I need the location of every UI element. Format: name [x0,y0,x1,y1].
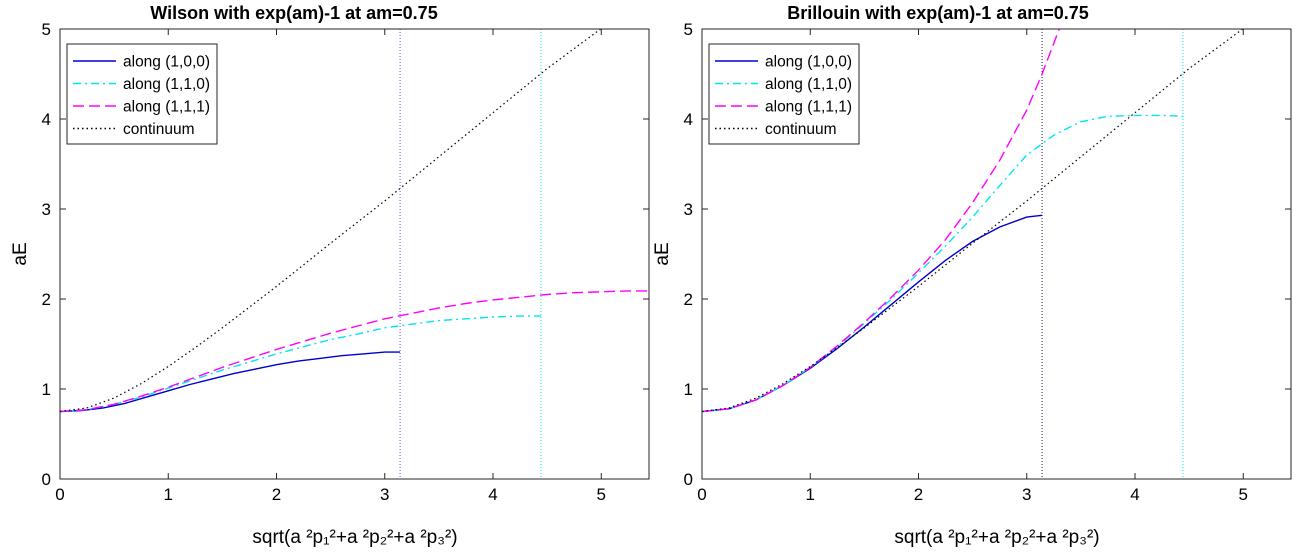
brillouin-xtick-label: 1 [806,485,815,504]
brillouin-series-along-1-1-1 [702,29,1060,413]
brillouin-legend-label: continuum [765,121,837,138]
brillouin-ylabel: aE [652,242,673,265]
brillouin-panel: Brillouin with exp(am)-1 at am=0.75 0 1 2 3… [652,3,1292,548]
brillouin-xtick-label: 3 [1022,485,1031,504]
wilson-xtick-label: 1 [164,485,173,504]
wilson-axes-box [59,28,650,480]
wilson-ytick-label: 1 [42,380,51,399]
brillouin-xtick-label: 4 [1130,485,1139,504]
brillouin-ytick-label: 0 [684,470,693,489]
wilson-ylabel: aE [10,242,31,265]
brillouin-xlabel: sqrt(a ²p₁²+a ²p₂²+a ²p₃²) [894,527,1099,548]
wilson-panel: Wilson with exp(am)-1 at am=0.75 0 1 2 3 4 5 0… [10,3,650,548]
brillouin-legend-label: along (1,1,1) [765,99,852,116]
wilson-series-along-1-0-0 [60,351,401,413]
brillouin-ytick-label: 3 [684,200,693,219]
wilson-xlabel: sqrt(a ²p₁²+a ²p₂²+a ²p₃²) [252,527,457,548]
wilson-ytick-label: 3 [42,200,51,219]
brillouin-legend: along (1,0,0) along (1,1,0) along (1,1,1) c… [708,43,860,145]
brillouin-ytick-label: 4 [684,110,693,129]
wilson-xtick-label: 2 [272,485,281,504]
wilson-series-along-1-1-0 [60,315,541,413]
wilson-legend-label: along (1,0,0) [123,54,210,71]
wilson-ytick-label: 0 [42,470,51,489]
brillouin-series-along-1-0-0 [702,214,1043,413]
wilson-ytick-label: 4 [42,110,51,129]
wilson-legend-label: along (1,1,0) [123,76,210,93]
wilson-legend-label: continuum [123,121,195,138]
wilson-xtick-label: 4 [488,485,497,504]
wilson-ytick-label: 2 [42,290,51,309]
wilson-xtick-label: 5 [597,485,606,504]
wilson-xtick-label: 3 [380,485,389,504]
brillouin-xtick-label: 5 [1239,485,1248,504]
brillouin-ytick-label: 2 [684,290,693,309]
wilson-legend: along (1,0,0) along (1,1,0) along (1,1,1) c… [66,43,218,145]
brillouin-xtick-label: 2 [914,485,923,504]
wilson-ytick-label: 5 [42,20,51,39]
brillouin-legend-label: along (1,1,0) [765,76,852,93]
brillouin-ytick-label: 1 [684,380,693,399]
wilson-legend-label: along (1,1,1) [123,99,210,116]
brillouin-series-along-1-1-0 [702,114,1183,413]
brillouin-title: Brillouin with exp(am)-1 at am=0.75 [787,3,1089,23]
wilson-xtick-label: 0 [55,485,64,504]
wilson-title: Wilson with exp(am)-1 at am=0.75 [150,3,437,23]
brillouin-xtick-label: 0 [697,485,706,504]
brillouin-ytick-label: 5 [684,20,693,39]
brillouin-axes-box [701,28,1292,480]
wilson-series-along-1-1-1 [60,290,649,413]
brillouin-legend-label: along (1,0,0) [765,54,852,71]
